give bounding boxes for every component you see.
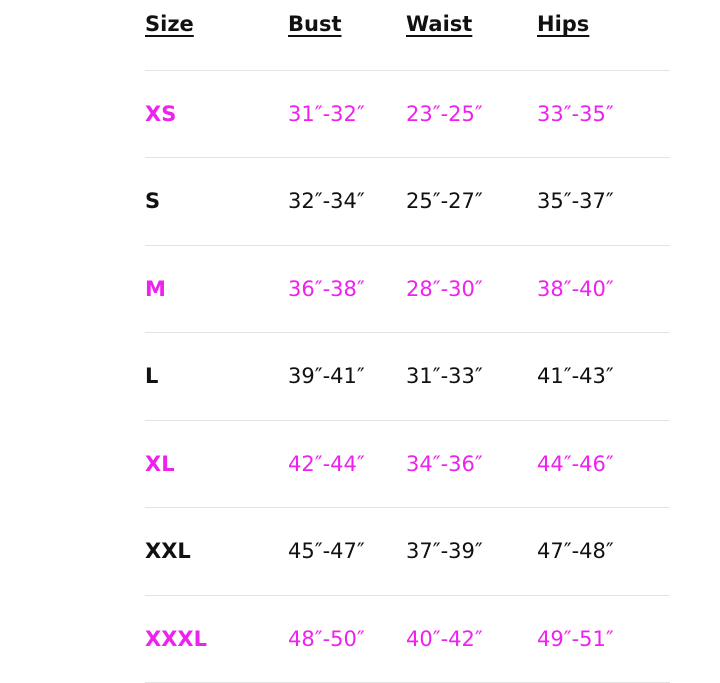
header-cell: Bust	[288, 12, 342, 36]
table-row: L 39″-41″ 31″-33″ 41″-43″	[145, 333, 670, 421]
measure-cell: 34″-36″	[406, 451, 483, 476]
measure-cell: 45″-47″	[288, 539, 365, 563]
size-cell: M	[145, 276, 166, 301]
table-row: S 32″-34″ 25″-27″ 35″-37″	[145, 158, 670, 246]
table-row: XL 42″-44″ 34″-36″ 44″-46″	[145, 420, 670, 508]
size-cell: XL	[145, 451, 175, 476]
header-row: Size Bust Waist Hips	[145, 0, 670, 71]
table-row: M 36″-38″ 28″-30″ 38″-40″	[145, 245, 670, 333]
measure-cell: 35″-37″	[537, 189, 614, 213]
measure-cell: 32″-34″	[288, 189, 365, 213]
measure-cell: 31″-32″	[288, 101, 365, 126]
measure-cell: 47″-48″	[537, 539, 614, 563]
table-row: XS 31″-32″ 23″-25″ 33″-35″	[145, 70, 670, 158]
size-cell: XXXL	[145, 626, 207, 651]
measure-cell: 39″-41″	[288, 364, 365, 388]
size-cell: S	[145, 189, 161, 213]
table-row: XXXL 48″-50″ 40″-42″ 49″-51″	[145, 595, 670, 683]
measure-cell: 23″-25″	[406, 101, 483, 126]
header-cell: Hips	[537, 12, 590, 36]
size-cell: XS	[145, 101, 177, 126]
measure-cell: 25″-27″	[406, 189, 483, 213]
measure-cell: 49″-51″	[537, 626, 614, 651]
measure-cell: 42″-44″	[288, 451, 365, 476]
measure-cell: 31″-33″	[406, 364, 483, 388]
table-row: XXL 45″-47″ 37″-39″ 47″-48″	[145, 508, 670, 596]
measure-cell: 40″-42″	[406, 626, 483, 651]
measure-cell: 41″-43″	[537, 364, 614, 388]
size-cell: XXL	[145, 539, 191, 563]
header-cell: Size	[145, 12, 194, 36]
measure-cell: 38″-40″	[537, 276, 614, 301]
measure-cell: 37″-39″	[406, 539, 483, 563]
measure-cell: 44″-46″	[537, 451, 614, 476]
measure-cell: 28″-30″	[406, 276, 483, 301]
measure-cell: 33″-35″	[537, 101, 614, 126]
measure-cell: 36″-38″	[288, 276, 365, 301]
size-cell: L	[145, 364, 159, 388]
measure-cell: 48″-50″	[288, 626, 365, 651]
header-cell: Waist	[406, 12, 473, 36]
